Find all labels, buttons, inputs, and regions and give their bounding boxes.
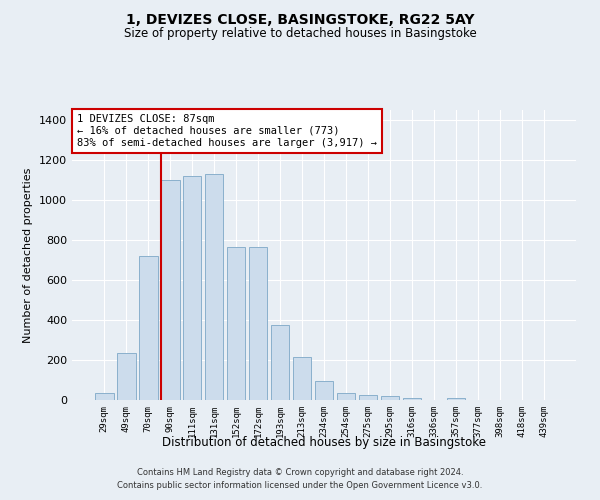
Bar [403, 398, 421, 400]
Bar [293, 357, 311, 400]
Bar [359, 395, 377, 400]
Bar [337, 393, 355, 400]
Bar [380, 396, 399, 400]
Bar [249, 247, 268, 400]
Bar [446, 398, 465, 400]
Text: Contains public sector information licensed under the Open Government Licence v3: Contains public sector information licen… [118, 480, 482, 490]
Bar [95, 393, 113, 400]
Bar [314, 381, 334, 400]
Y-axis label: Number of detached properties: Number of detached properties [23, 168, 34, 342]
Text: Distribution of detached houses by size in Basingstoke: Distribution of detached houses by size … [162, 436, 486, 449]
Bar [227, 247, 245, 400]
Bar [205, 174, 223, 400]
Bar [161, 180, 179, 400]
Bar [139, 256, 158, 400]
Text: 1 DEVIZES CLOSE: 87sqm
← 16% of detached houses are smaller (773)
83% of semi-de: 1 DEVIZES CLOSE: 87sqm ← 16% of detached… [77, 114, 377, 148]
Bar [117, 353, 136, 400]
Bar [271, 325, 289, 400]
Text: Size of property relative to detached houses in Basingstoke: Size of property relative to detached ho… [124, 28, 476, 40]
Text: 1, DEVIZES CLOSE, BASINGSTOKE, RG22 5AY: 1, DEVIZES CLOSE, BASINGSTOKE, RG22 5AY [126, 12, 474, 26]
Text: Contains HM Land Registry data © Crown copyright and database right 2024.: Contains HM Land Registry data © Crown c… [137, 468, 463, 477]
Bar [183, 176, 202, 400]
